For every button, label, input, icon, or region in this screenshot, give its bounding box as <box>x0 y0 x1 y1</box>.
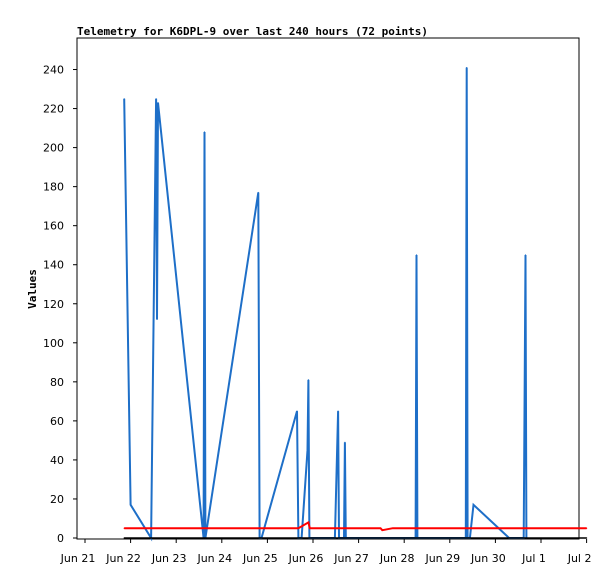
y-tick-label: 240 <box>43 64 64 77</box>
x-tick-label: Jun 22 <box>105 552 141 565</box>
data-point <box>309 527 311 529</box>
x-tick-label: Jun 26 <box>288 552 324 565</box>
y-tick-label: 200 <box>43 142 64 155</box>
data-point <box>586 537 588 539</box>
x-tick-label: Jun 21 <box>60 552 96 565</box>
data-point <box>155 98 157 100</box>
series-layer <box>123 66 588 542</box>
data-point <box>123 537 125 539</box>
x-tick-label: Jun 25 <box>242 552 278 565</box>
data-point <box>130 504 132 506</box>
data-point <box>586 527 588 529</box>
data-point <box>392 527 394 529</box>
series-0 <box>123 66 528 542</box>
x-tick-label: Jun 29 <box>424 552 460 565</box>
x-tick-label: Jun 24 <box>196 552 232 565</box>
data-point <box>472 504 475 506</box>
y-tick-label: 120 <box>43 298 64 311</box>
data-point <box>381 529 383 531</box>
data-point <box>157 102 159 104</box>
y-tick-label: 140 <box>43 259 64 272</box>
series-2 <box>123 537 588 539</box>
data-point <box>306 449 309 451</box>
data-point <box>203 131 206 133</box>
data-point <box>379 527 382 529</box>
y-axis-label: Values <box>26 269 39 309</box>
y-axis: 0 20 40 60 80 100 120 140 160 180 200 220 240 <box>43 64 77 545</box>
data-point <box>337 410 339 412</box>
x-tick-label: Jul 1 <box>521 552 546 565</box>
data-point <box>307 379 310 381</box>
data-point <box>123 98 125 100</box>
x-tick-label: Jun 23 <box>151 552 187 565</box>
x-tick-label: Jun 28 <box>379 552 415 565</box>
y-tick-label: 80 <box>50 376 64 389</box>
y-tick-label: 220 <box>43 103 64 116</box>
y-tick-label: 0 <box>57 532 64 545</box>
data-point <box>307 521 310 523</box>
data-point <box>348 527 351 529</box>
data-point <box>415 254 418 256</box>
data-point <box>123 527 125 529</box>
data-point <box>466 66 468 69</box>
data-point <box>257 191 259 194</box>
series-1 <box>123 520 588 532</box>
y-tick-label: 20 <box>50 493 64 506</box>
chart-title: Telemetry for K6DPL-9 over last 240 hour… <box>77 25 428 38</box>
x-tick-label: Jun 27 <box>333 552 369 565</box>
y-tick-label: 60 <box>50 415 64 428</box>
data-point <box>297 527 300 529</box>
x-axis: Jun 21 Jun 22 Jun 23 Jun 24 Jun 25 Jun 26 Jun … <box>60 539 592 565</box>
y-tick-label: 100 <box>43 337 64 350</box>
x-tick-label: Jul 2 <box>567 552 592 565</box>
data-point <box>156 318 158 320</box>
y-tick-label: 160 <box>43 220 64 233</box>
data-point <box>344 441 346 443</box>
series-line <box>124 520 587 532</box>
y-tick-label: 40 <box>50 454 64 467</box>
y-tick-label: 180 <box>43 181 64 194</box>
data-point <box>524 254 527 256</box>
x-tick-label: Jun 30 <box>470 552 506 565</box>
series-line <box>123 67 528 542</box>
data-point <box>296 410 298 412</box>
